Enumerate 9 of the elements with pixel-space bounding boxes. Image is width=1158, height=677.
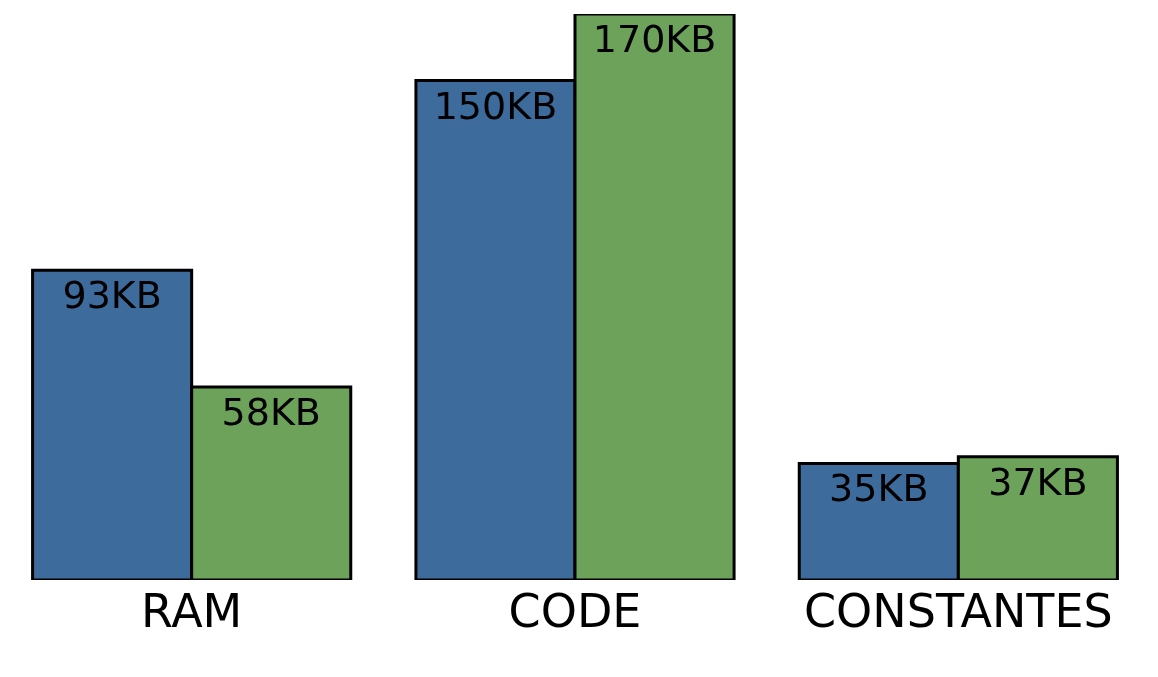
- data-label: 150KB: [433, 83, 558, 128]
- x-tick-label: CONSTANTES: [803, 584, 1113, 638]
- x-tick-label: RAM: [141, 584, 243, 638]
- data-label: 58KB: [221, 389, 321, 434]
- x-tick-label: CODE: [508, 584, 642, 638]
- data-label: 170KB: [592, 17, 717, 61]
- data-label: 35KB: [829, 466, 929, 511]
- data-label: 93KB: [62, 273, 162, 318]
- data-label: 37KB: [988, 459, 1088, 504]
